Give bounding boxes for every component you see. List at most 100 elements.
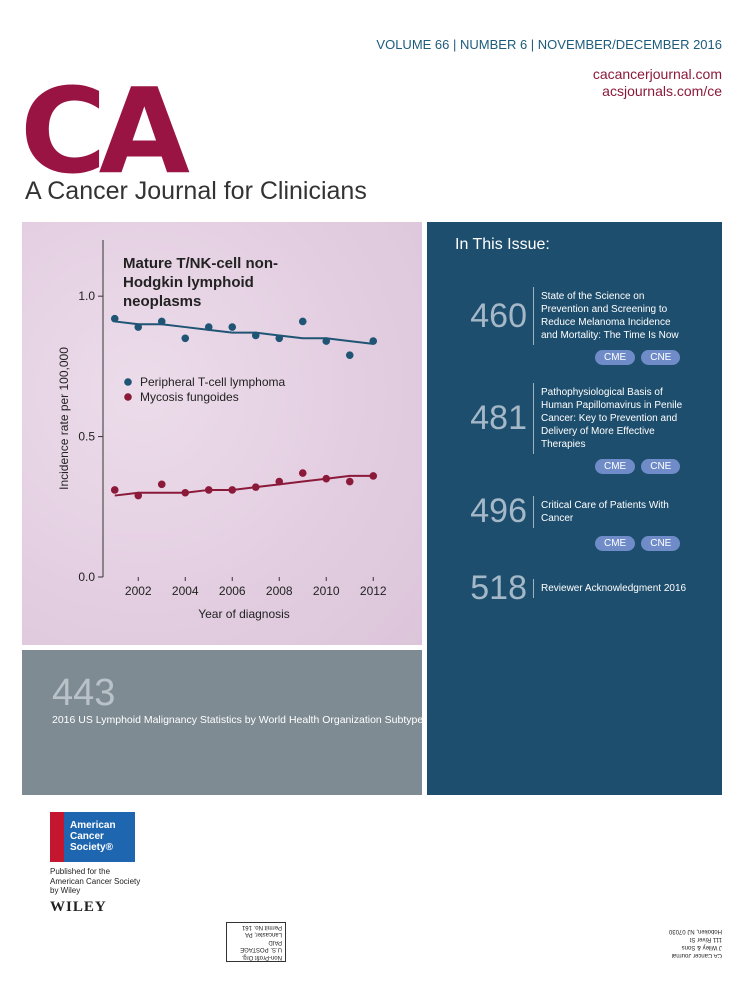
point (298, 469, 307, 477)
point (228, 486, 237, 494)
address-line: Hoboken, NJ 07030 (668, 928, 722, 934)
chart-panel: 0.0 0.5 1.0 2002 2004 2006 2008 2010 2012 Year of… (22, 222, 422, 645)
logo-line: Cancer (70, 831, 104, 842)
y-axis-label: Incidence rate per 100,000 (57, 347, 71, 490)
legend-marker (124, 378, 132, 386)
address-line: 111 River St (689, 936, 722, 942)
point (322, 337, 331, 345)
feature-panel (22, 650, 422, 795)
article: 481 Pathophysiological Basis of Human Pap… (445, 383, 705, 474)
logo-line: Society® (70, 842, 113, 853)
point (369, 337, 378, 345)
published-line: by Wiley (50, 886, 81, 895)
issue-heading: In This Issue: (455, 236, 550, 253)
point (181, 488, 190, 497)
journal-logo: CA (20, 62, 190, 200)
point (369, 472, 378, 480)
article: 518 Reviewer Acknowledgment 2016 (445, 569, 705, 608)
return-address: CA Cancer Journal J Wiley & Sons 111 River… (650, 927, 722, 959)
article-title: Critical Care of Patients With Cancer (533, 495, 689, 528)
point (134, 323, 143, 331)
x-tick-label: 2012 (360, 584, 387, 598)
article: 496 Critical Care of Patients With Cancer… (445, 492, 705, 551)
x-tick-label: 2010 (313, 584, 340, 598)
point (228, 323, 237, 331)
article-list: 460 State of the Science on Prevention an… (445, 287, 705, 626)
badges: CME CNE (595, 459, 705, 474)
badge: CNE (641, 536, 681, 551)
point (345, 351, 354, 359)
x-tick-label: 2002 (125, 584, 152, 598)
x-tick-label: 2006 (219, 584, 246, 598)
logo-line: American (70, 820, 116, 831)
acs-logo: American Cancer Society® (50, 812, 135, 862)
badge: CME (595, 536, 636, 551)
badge: CNE (641, 459, 681, 474)
url[interactable]: acsjournals.com/ce (602, 83, 722, 99)
x-tick-label: 2008 (266, 584, 293, 598)
point (204, 486, 213, 494)
article-row: 460 State of the Science on Prevention an… (445, 287, 705, 345)
postage-line: U.S. POSTAGE (240, 946, 282, 953)
point (275, 334, 284, 343)
badge: CNE (641, 350, 681, 365)
feature-title: 2016 US Lymphoid Malignancy Statistics b… (52, 714, 429, 726)
x-axis-label: Year of diagnosis (198, 607, 290, 621)
logo-bar (50, 812, 64, 862)
article: 460 State of the Science on Prevention an… (445, 287, 705, 365)
y-tick-label: 0.0 (78, 570, 95, 584)
point (345, 477, 354, 486)
url[interactable]: cacancerjournal.com (592, 66, 722, 82)
x-tick-label: 2004 (172, 584, 199, 598)
point (110, 486, 119, 494)
published-line: American Cancer Society (50, 876, 141, 886)
logo-text: American Cancer Society® (70, 820, 116, 853)
point (110, 314, 119, 323)
point (251, 331, 260, 340)
postage-box: Non-Profit Org. U.S. POSTAGE PAID Lancaster… (226, 922, 286, 962)
published-line: Published for the (50, 867, 111, 876)
postage-line: PAID (268, 939, 282, 945)
article-page: 496 (470, 492, 527, 530)
issue-panel (427, 222, 722, 795)
chart-title: Mature T/NK-cell non-Hodgkin lymphoid ne… (123, 255, 279, 310)
feature-page: 443 (52, 672, 116, 714)
postage-line: Non-Profit Org. (241, 954, 282, 960)
point (181, 334, 190, 343)
article-row: 481 Pathophysiological Basis of Human Pap… (445, 383, 705, 454)
article-page: 460 (470, 296, 527, 335)
issue-info: VOLUME 66 | NUMBER 6 | NOVEMBER/DECEMBER… (376, 37, 722, 52)
postage-line: Lancaster, PA (245, 931, 282, 938)
trend-line (114, 474, 374, 497)
legend-label: Mycosis fungoides (140, 390, 239, 404)
article-page: 518 (470, 569, 527, 607)
point (134, 491, 143, 500)
address-line: J Wiley & Sons (681, 944, 722, 950)
article-title: Reviewer Acknowledgment 2016 (533, 579, 689, 598)
badge: CME (595, 350, 636, 365)
point (157, 317, 166, 326)
y-tick-label: 1.0 (78, 289, 95, 303)
wiley: WILEY (50, 899, 107, 915)
legend-marker (124, 393, 132, 401)
address-line: CA Cancer Journal (671, 952, 722, 958)
trend-line (114, 320, 374, 345)
chart: 0.0 0.5 1.0 2002 2004 2006 2008 2010 2012 Year of… (57, 240, 387, 621)
badges: CME CNE (595, 350, 705, 365)
point (251, 483, 260, 491)
badge: CME (595, 459, 636, 474)
urls: cacancerjournal.com acsjournals.com/ce (593, 66, 722, 100)
article-title: Pathophysiological Basis of Human Papill… (533, 383, 689, 454)
article-row: 518 Reviewer Acknowledgment 2016 (445, 569, 705, 608)
point (322, 474, 331, 483)
legend-label: Peripheral T-cell lymphoma (140, 375, 285, 389)
published-for: Published for the American Cancer Society… (50, 867, 140, 896)
article-row: 496 Critical Care of Patients With Cancer (445, 492, 705, 531)
journal-title: A Cancer Journal for Clinicians (25, 177, 367, 205)
point (204, 323, 213, 331)
y-tick-label: 0.5 (78, 430, 95, 444)
postage-line: Permit No. 161 (241, 924, 282, 930)
point (298, 317, 307, 326)
article-title: State of the Science on Prevention and S… (533, 287, 689, 345)
